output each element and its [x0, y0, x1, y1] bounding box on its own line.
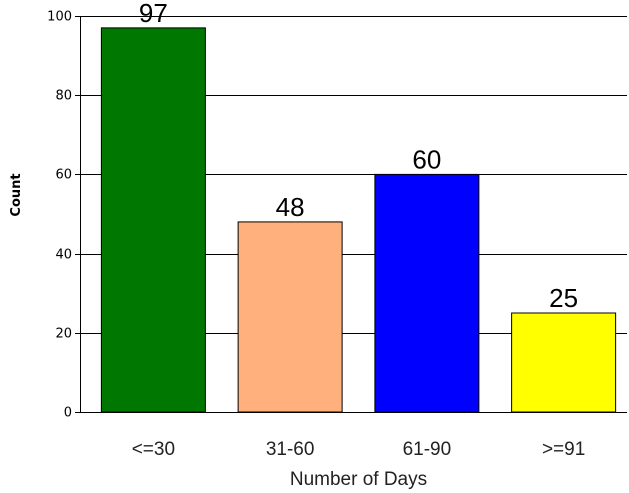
- bar-3: [374, 173, 480, 413]
- x-axis-title: Number of Days: [290, 469, 427, 490]
- x-category-label-1: <=30: [132, 439, 175, 460]
- y-tick-label-0: 0: [64, 406, 72, 421]
- y-tick-label-100: 100: [47, 10, 72, 25]
- y-tick-label-60: 60: [55, 168, 72, 183]
- data-labels: 97 48 60 25: [139, 0, 578, 313]
- y-tick-label-20: 20: [55, 327, 72, 342]
- y-axis-title: Count: [9, 173, 24, 216]
- x-axis-categories: <=30 31-60 61-90 >=91: [132, 439, 586, 460]
- x-category-label-2: 31-60: [266, 439, 315, 460]
- y-tick-label-40: 40: [55, 248, 72, 263]
- y-tick-label-80: 80: [55, 89, 72, 104]
- data-label-2: 48: [276, 192, 305, 222]
- bar-1: [100, 27, 206, 413]
- bar-2: [237, 221, 343, 413]
- data-label-4: 25: [549, 283, 578, 313]
- y-axis-ticks: 0 20 40 60 80 100: [47, 10, 80, 421]
- data-label-1: 97: [139, 0, 168, 28]
- data-label-3: 60: [412, 144, 441, 174]
- x-category-label-4: >=91: [542, 439, 585, 460]
- bars: [100, 27, 617, 413]
- bar-4: [511, 312, 617, 413]
- x-category-label-3: 61-90: [403, 439, 452, 460]
